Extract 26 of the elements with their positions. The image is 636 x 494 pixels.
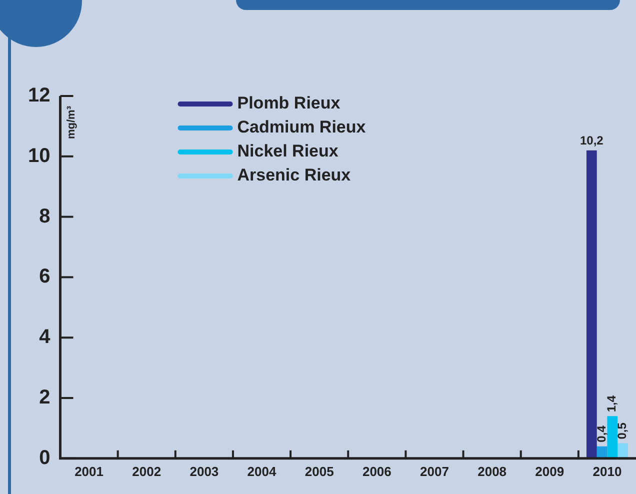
y-tick-label: 4 [39,326,52,348]
x-tick-label: 2002 [132,464,162,479]
x-tick-label: 2007 [420,464,449,479]
data-label: 0,4 [594,425,608,442]
x-tick-label: 2009 [535,464,564,479]
y-tick-label: 2 [39,386,50,409]
x-tick-label: 2003 [190,464,219,479]
x-tick-label: 2006 [362,464,392,479]
y-tick-label: 10 [28,144,50,167]
legend-label: Plomb Rieux [237,94,341,113]
y-tick-label: 8 [39,205,50,228]
y-tick-label: 6 [39,266,50,288]
y-tick-label: 12 [28,84,50,107]
y-axis-title: mg/m³ [65,106,78,139]
x-tick-label: 2010 [592,464,622,479]
x-tick-label: 2004 [247,464,277,479]
y-tick-label: 0 [39,446,50,469]
legend-label: Cadmium Rieux [237,118,366,137]
x-tick-label: 2008 [478,464,507,479]
data-label: 10,2 [580,134,604,148]
data-label: 0,5 [615,422,630,440]
data-label: 1,4 [604,395,619,412]
x-tick-label: 2005 [304,464,334,479]
legend-label: Nickel Rieux [237,142,339,161]
x-tick-label: 2001 [74,464,104,479]
legend-label: Arsenic Rieux [237,166,352,185]
